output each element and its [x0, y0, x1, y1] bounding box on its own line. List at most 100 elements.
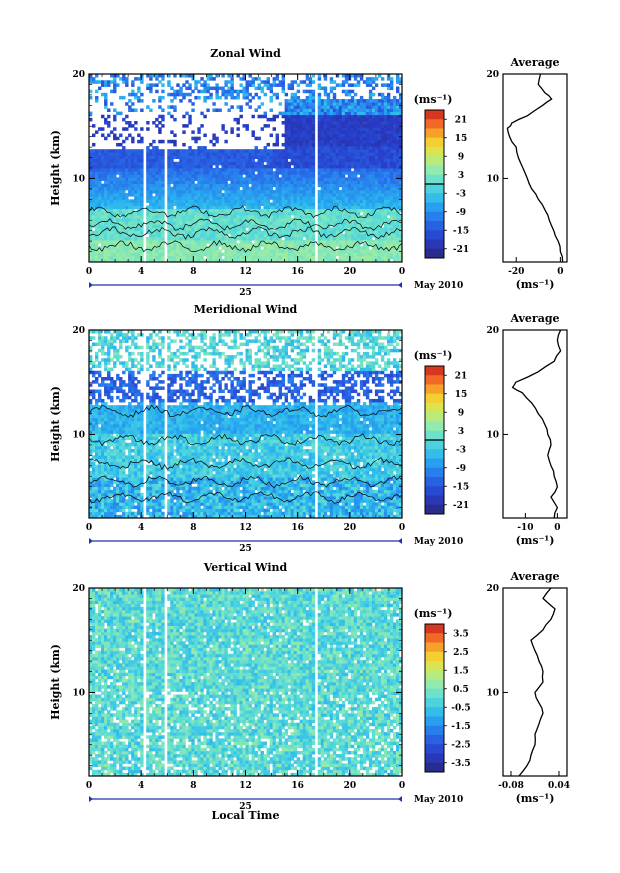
heatmap-cell	[338, 121, 343, 125]
heatmap-cell	[185, 186, 189, 191]
heatmap-cell	[386, 240, 391, 244]
heatmap-cell	[296, 255, 301, 260]
heatmap-cell	[317, 77, 322, 81]
heatmap-cell	[374, 249, 379, 253]
heatmap-cell	[347, 208, 352, 213]
heatmap-cell	[215, 189, 219, 194]
heatmap-cell	[275, 92, 280, 97]
heatmap-cell	[92, 511, 96, 516]
heatmap-cell	[260, 202, 264, 206]
heatmap-cell	[263, 83, 267, 87]
heatmap-cell	[260, 249, 264, 253]
heatmap-cell	[359, 183, 364, 188]
heatmap-cell	[197, 186, 201, 191]
heatmap-cell	[302, 177, 307, 181]
heatmap-cell	[215, 139, 219, 144]
heatmap-cell	[350, 83, 355, 87]
heatmap-cell	[191, 174, 195, 178]
heatmap-cell	[170, 139, 174, 144]
heatmap-cell	[299, 218, 304, 222]
heatmap-cell	[272, 161, 276, 166]
heatmap-cell	[341, 255, 346, 260]
heatmap-cell	[221, 211, 225, 216]
heatmap-cell	[368, 211, 373, 216]
heatmap-cell	[254, 218, 258, 222]
heatmap-cell	[335, 124, 340, 128]
heatmap-cell	[380, 255, 385, 260]
heatmap-cell	[296, 221, 301, 225]
heatmap-cell	[335, 240, 340, 244]
heatmap-cell	[158, 208, 162, 213]
heatmap-cell	[119, 227, 123, 232]
heatmap-cell	[347, 117, 352, 122]
heatmap-cell	[275, 189, 280, 194]
heatmap-cell	[317, 240, 322, 244]
heatmap-cell	[236, 161, 240, 166]
heatmap-cell	[194, 86, 198, 91]
heatmap-cell	[389, 202, 394, 206]
heatmap-cell	[368, 258, 373, 262]
heatmap-cell	[215, 174, 219, 178]
heatmap-cell	[281, 180, 286, 185]
heatmap-cell	[290, 221, 295, 225]
heatmap-cell	[359, 171, 364, 175]
heatmap-cell	[329, 221, 334, 225]
heatmap-cell	[137, 171, 141, 175]
heatmap-cell	[152, 218, 156, 222]
heatmap-cell	[386, 158, 391, 163]
heatmap-cell	[158, 168, 162, 172]
heatmap-cell	[341, 186, 346, 191]
heatmap-cell	[356, 193, 361, 197]
heatmap-cell	[365, 240, 370, 244]
heatmap-cell	[209, 240, 213, 244]
heatmap-field	[89, 74, 402, 262]
heatmap-cell	[260, 168, 264, 172]
heatmap-cell	[320, 215, 325, 219]
heatmap-cell	[332, 92, 337, 97]
heatmap-cell	[134, 252, 138, 257]
heatmap-cell	[284, 121, 289, 125]
heatmap-cell	[170, 158, 174, 163]
heatmap-cell	[266, 224, 270, 228]
heatmap-cell	[200, 243, 204, 247]
heatmap-cell	[341, 108, 346, 112]
heatmap-cell	[380, 114, 385, 119]
heatmap-cell	[92, 177, 96, 181]
heatmap-cell	[347, 230, 352, 235]
heatmap-cell	[206, 227, 210, 232]
heatmap-cell	[233, 236, 237, 241]
heatmap-cell	[212, 205, 216, 210]
heatmap-cell	[266, 174, 270, 178]
heatmap-cell	[152, 121, 156, 125]
heatmap-cell	[185, 202, 189, 206]
heatmap-cell	[155, 255, 159, 260]
heatmap-cell	[128, 158, 132, 163]
heatmap-cell	[356, 255, 361, 260]
heatmap-cell	[395, 86, 400, 91]
heatmap-cell	[389, 158, 394, 163]
heatmap-cell	[371, 202, 376, 206]
heatmap-cell	[173, 215, 177, 219]
heatmap-cell	[263, 146, 267, 150]
heatmap-cell	[134, 196, 138, 200]
heatmap-cell	[227, 252, 231, 257]
heatmap-cell	[113, 114, 117, 119]
heatmap-cell	[263, 240, 267, 244]
heatmap-cell	[299, 258, 304, 262]
heatmap-cell	[92, 240, 96, 244]
heatmap-cell	[365, 196, 370, 200]
heatmap-cell	[230, 152, 234, 156]
heatmap-cell	[209, 77, 213, 81]
heatmap-cell	[368, 171, 373, 175]
heatmap-cell	[344, 124, 349, 128]
heatmap-cell	[281, 252, 286, 257]
heatmap-cell	[128, 236, 132, 241]
heatmap-cell	[395, 155, 400, 159]
heatmap-cell	[218, 193, 222, 197]
heatmap-cell	[188, 255, 192, 260]
heatmap-cell	[392, 111, 397, 116]
heatmap-cell	[308, 95, 313, 100]
heatmap-cell	[113, 108, 117, 112]
heatmap-cell	[161, 218, 165, 222]
heatmap-cell	[257, 196, 261, 200]
